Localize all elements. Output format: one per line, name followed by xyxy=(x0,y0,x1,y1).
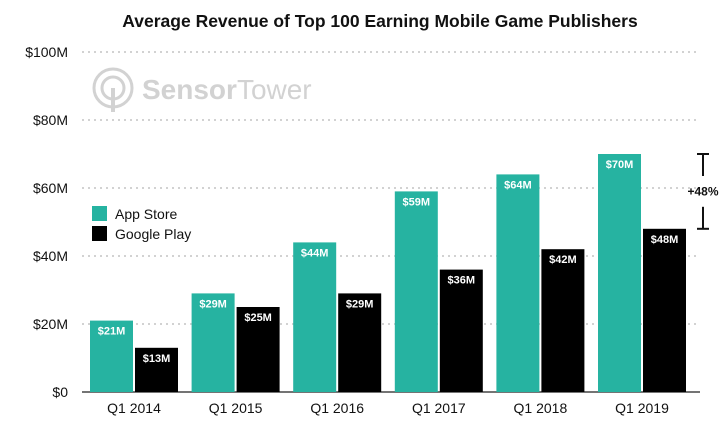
watermark-brand-bold: Sensor xyxy=(142,74,237,105)
y-tick-label: $0 xyxy=(52,384,68,400)
bar-app-store xyxy=(598,154,641,392)
svg-text:SensorTower: SensorTower xyxy=(142,74,312,105)
legend-label-app-store: App Store xyxy=(115,206,177,222)
y-tick-label: $80M xyxy=(33,112,68,128)
data-label: $29M xyxy=(199,298,227,310)
x-tick-label: Q1 2018 xyxy=(514,400,568,416)
data-label: $42M xyxy=(549,254,577,266)
data-label: $25M xyxy=(244,312,272,324)
legend: App Store Google Play xyxy=(92,206,191,242)
data-label: $48M xyxy=(651,234,679,246)
watermark-brand-light: Tower xyxy=(237,74,312,105)
y-tick-label: $20M xyxy=(33,316,68,332)
bar-google-play xyxy=(541,249,585,392)
growth-annotation: +48% xyxy=(687,153,719,230)
sensortower-logo-icon xyxy=(92,67,134,112)
y-axis-ticks: $0 $20M $40M $60M $80M $100M xyxy=(25,44,68,400)
x-tick-label: Q1 2015 xyxy=(209,400,263,416)
bar-app-store xyxy=(394,191,438,392)
x-axis-ticks: Q1 2014 Q1 2015 Q1 2016 Q1 2017 Q1 2018 Q1 20… xyxy=(107,400,669,416)
data-label: $29M xyxy=(346,298,374,310)
bar-app-store xyxy=(496,174,540,392)
data-label: $44M xyxy=(301,247,329,259)
legend-swatch-app-store xyxy=(92,206,107,221)
x-tick-label: Q1 2016 xyxy=(310,400,364,416)
bar-google-play xyxy=(236,307,280,392)
data-label: $36M xyxy=(448,275,476,287)
data-label: $70M xyxy=(606,159,634,171)
data-label: $13M xyxy=(143,353,171,365)
y-tick-label: $60M xyxy=(33,180,68,196)
bar-google-play xyxy=(643,228,686,392)
bar-app-store xyxy=(191,293,235,392)
growth-annotation-label: +48% xyxy=(687,184,718,198)
x-tick-label: Q1 2019 xyxy=(615,400,669,416)
data-label: $64M xyxy=(504,179,532,191)
y-tick-label: $100M xyxy=(25,44,68,60)
data-label: $21M xyxy=(98,326,126,338)
x-tick-label: Q1 2017 xyxy=(412,400,466,416)
sensortower-watermark: SensorTower xyxy=(92,67,312,112)
legend-swatch-google-play xyxy=(92,226,107,241)
bar-app-store xyxy=(293,242,337,392)
bar-google-play xyxy=(439,269,483,392)
legend-label-google-play: Google Play xyxy=(115,226,191,242)
bar-google-play xyxy=(338,293,382,392)
y-tick-label: $40M xyxy=(33,248,68,264)
chart-title: Average Revenue of Top 100 Earning Mobil… xyxy=(122,11,638,31)
gridlines xyxy=(82,51,700,393)
bar-google-play xyxy=(135,347,178,392)
bar-app-store xyxy=(90,320,133,392)
x-tick-label: Q1 2014 xyxy=(107,400,161,416)
data-label: $59M xyxy=(403,196,431,208)
bars: $21M $13M $29M $25M $44M $29M $59M $36M $64M $42M… xyxy=(90,154,686,392)
